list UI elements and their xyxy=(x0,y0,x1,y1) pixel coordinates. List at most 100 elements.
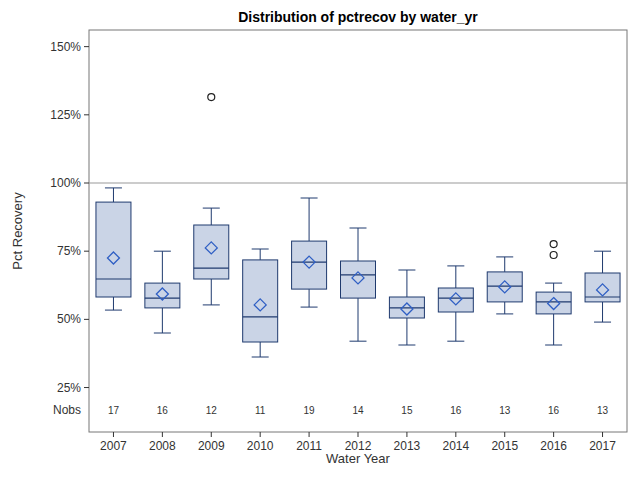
nobs-value: 11 xyxy=(255,405,266,416)
y-tick-label: 100% xyxy=(50,176,81,190)
whisker-low xyxy=(406,318,407,345)
x-tick xyxy=(162,432,163,437)
whisker-low xyxy=(162,308,163,333)
nobs-value: 19 xyxy=(304,405,316,416)
chart: Distribution of pctrecov by water_yr 25% 5… xyxy=(0,0,640,480)
whisker-high xyxy=(504,257,505,272)
whisker-low xyxy=(211,279,212,305)
whisker-cap-low xyxy=(496,313,513,314)
whisker-cap-low xyxy=(252,357,269,358)
whisker-cap-low xyxy=(203,304,220,305)
y-tick-label: 25% xyxy=(57,381,81,395)
whisker-cap-low xyxy=(447,341,464,342)
nobs-value: 13 xyxy=(597,405,609,416)
outlier xyxy=(550,252,557,259)
x-tick-label: 2010 xyxy=(247,439,274,453)
median xyxy=(292,261,327,262)
whisker-low xyxy=(553,314,554,345)
x-tick xyxy=(504,432,505,437)
nobs-value: 12 xyxy=(206,405,218,416)
median xyxy=(389,307,424,308)
whisker-high xyxy=(211,208,212,225)
x-tick-label: 2015 xyxy=(491,439,518,453)
x-tick-label: 2007 xyxy=(100,439,127,453)
y-tick xyxy=(84,183,89,184)
whisker-cap-high xyxy=(447,265,464,266)
median xyxy=(194,267,229,268)
whisker-low xyxy=(455,312,456,341)
whisker-high xyxy=(358,228,359,261)
box xyxy=(585,273,620,302)
box xyxy=(243,260,278,342)
mean-marker xyxy=(205,242,217,254)
whisker-cap-high xyxy=(496,256,513,257)
median xyxy=(145,297,180,298)
whisker-high xyxy=(455,266,456,288)
median xyxy=(536,301,571,302)
x-tick xyxy=(406,432,407,437)
background xyxy=(0,0,640,480)
x-tick-label: 2011 xyxy=(296,439,322,453)
whisker-low xyxy=(260,342,261,357)
whisker-high xyxy=(602,251,603,273)
box xyxy=(536,292,571,314)
x-tick xyxy=(309,432,310,437)
median xyxy=(341,274,376,275)
whisker-high xyxy=(113,188,114,202)
y-tick xyxy=(84,387,89,388)
x-tick xyxy=(553,432,554,437)
plot-marks xyxy=(89,94,627,357)
box xyxy=(292,241,327,289)
nobs-value: 16 xyxy=(450,405,462,416)
mean-marker xyxy=(499,281,511,293)
x-axis-label: Water Year xyxy=(326,451,391,466)
whisker-cap-high xyxy=(105,187,122,188)
mean-marker xyxy=(401,303,413,315)
whisker-cap-low xyxy=(545,345,562,346)
nobs-label: Nobs xyxy=(53,403,81,417)
y-tick xyxy=(84,46,89,47)
y-tick xyxy=(84,114,89,115)
title: Distribution of pctrecov by water_yr xyxy=(238,9,478,25)
whisker-cap-low xyxy=(594,322,611,323)
nobs-value: 16 xyxy=(548,405,560,416)
x-tick xyxy=(260,432,261,437)
y-tick xyxy=(84,251,89,252)
box xyxy=(194,225,229,279)
x-tick-label: 2016 xyxy=(540,439,567,453)
reference-line xyxy=(89,183,627,184)
y-tick-label: 50% xyxy=(57,312,81,326)
box xyxy=(389,297,424,318)
x-tick-label: 2013 xyxy=(394,439,421,453)
box xyxy=(145,283,180,308)
mean-marker xyxy=(303,256,315,268)
mean-marker xyxy=(597,284,609,296)
whisker-cap-low xyxy=(301,307,318,308)
mean-marker xyxy=(450,293,462,305)
whisker-cap-high xyxy=(545,283,562,284)
x-tick xyxy=(358,432,359,437)
y-axis-label: Pct Recovery xyxy=(10,192,25,270)
x-tick-label: 2009 xyxy=(198,439,225,453)
box xyxy=(487,272,522,302)
x-tick xyxy=(113,432,114,437)
whisker-cap-low xyxy=(350,341,367,342)
x-tick xyxy=(211,432,212,437)
whisker-cap-high xyxy=(594,251,611,252)
whisker-high xyxy=(260,249,261,260)
y-tick xyxy=(84,319,89,320)
mean-marker xyxy=(107,252,119,264)
box xyxy=(96,202,131,297)
median xyxy=(487,285,522,286)
whisker-high xyxy=(309,198,310,241)
whisker-high xyxy=(406,270,407,297)
mean-marker xyxy=(352,272,364,284)
median xyxy=(96,278,131,279)
whisker-cap-high xyxy=(301,198,318,199)
median xyxy=(438,297,473,298)
nobs-value: 14 xyxy=(352,405,364,416)
whisker-cap-high xyxy=(350,228,367,229)
nobs-value: 15 xyxy=(401,405,413,416)
whisker-low xyxy=(309,289,310,307)
whisker-cap-low xyxy=(398,345,415,346)
